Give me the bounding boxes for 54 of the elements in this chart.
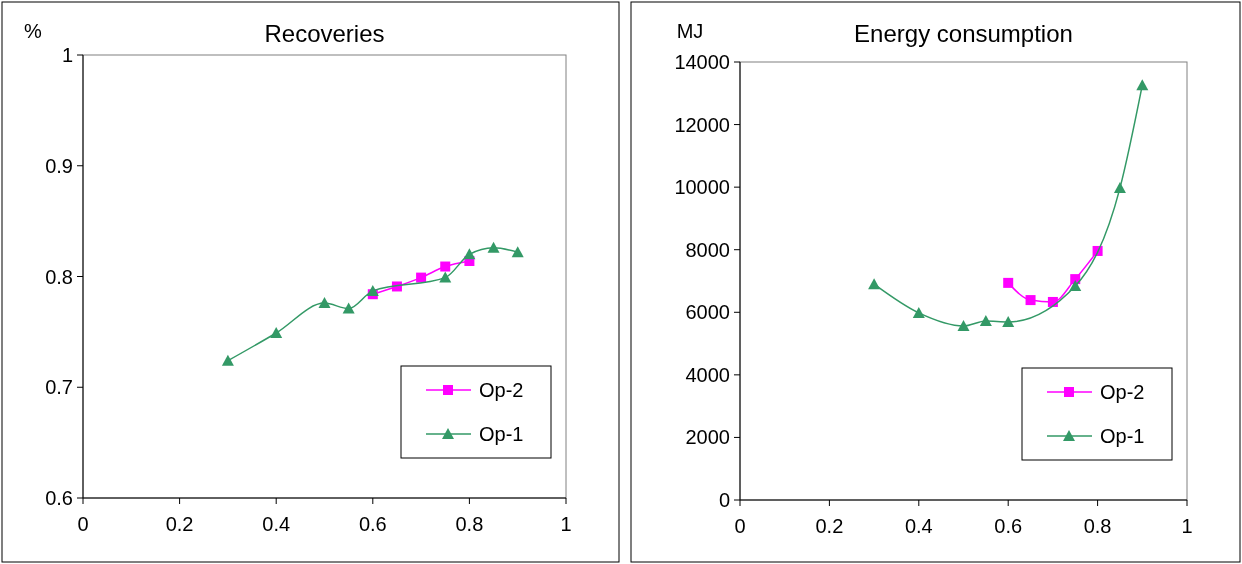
x-tick-label: 0.6 — [358, 513, 387, 535]
y-axis-title: % — [24, 20, 43, 42]
x-tick-label: 0.8 — [455, 513, 484, 535]
point — [511, 246, 524, 258]
y-tick-label: 0.9 — [45, 154, 73, 177]
point — [487, 241, 500, 253]
x-tick-label: 0.6 — [994, 515, 1023, 537]
y-tick-label: 14000 — [674, 51, 730, 73]
point — [1136, 79, 1149, 91]
x-tick-label: 1 — [1181, 515, 1193, 537]
point — [342, 302, 355, 314]
chart-title: Energy consumption — [854, 20, 1073, 47]
point — [1113, 182, 1126, 194]
chart-title: Recoveries — [264, 20, 385, 47]
y-tick-label: 2000 — [685, 426, 730, 449]
legend-label: Op-2 — [1100, 381, 1145, 403]
point — [366, 284, 379, 296]
point — [979, 315, 992, 327]
x-tick-label: 0 — [734, 515, 746, 537]
x-tick-label: 0 — [77, 513, 89, 535]
y-tick-label: 0 — [718, 489, 730, 511]
point — [318, 297, 331, 309]
point — [868, 278, 881, 290]
point — [1002, 315, 1015, 327]
y-tick-label: 0.6 — [45, 487, 73, 509]
x-tick-label: 0.4 — [904, 515, 933, 537]
x-tick-label: 0.2 — [165, 513, 194, 535]
legend-label: Op-1 — [1100, 425, 1145, 447]
point — [463, 248, 476, 260]
y-tick-label: 4000 — [685, 363, 730, 386]
y-tick-label: 12000 — [674, 113, 730, 136]
y-tick-label: 8000 — [685, 238, 730, 261]
point — [1069, 280, 1082, 292]
legend-label: Op-2 — [479, 379, 524, 401]
y-tick-label: 1 — [61, 44, 73, 66]
y-tick-label: 0.8 — [45, 265, 73, 288]
point — [221, 354, 234, 366]
x-tick-label: 0.2 — [815, 515, 844, 537]
point — [912, 306, 925, 318]
point — [1003, 277, 1014, 288]
point — [440, 261, 451, 272]
point — [416, 272, 427, 283]
y-tick-label: 0.7 — [45, 376, 73, 399]
x-tick-label: 0.4 — [262, 513, 291, 535]
x-tick-label: 0.8 — [1083, 515, 1112, 537]
point — [1025, 295, 1036, 306]
y-tick-label: 10000 — [674, 176, 730, 199]
x-tick-label: 1 — [560, 513, 572, 535]
point — [270, 326, 283, 338]
point — [957, 320, 970, 332]
y-tick-label: 6000 — [685, 301, 730, 324]
legend-label: Op-1 — [479, 423, 524, 445]
point — [439, 271, 452, 283]
y-axis-title: MJ — [676, 20, 704, 42]
